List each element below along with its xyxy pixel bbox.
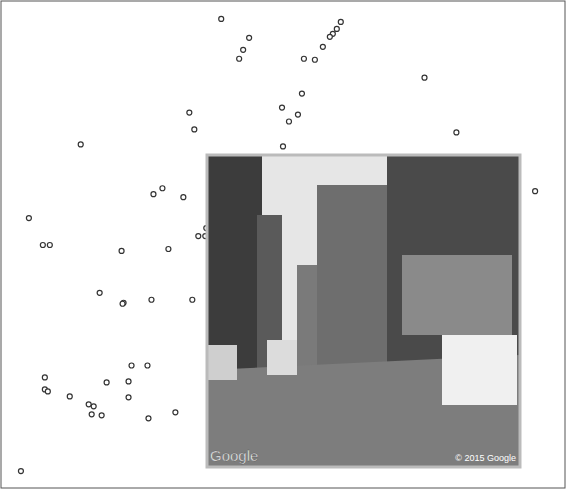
- point: [192, 127, 197, 132]
- window-band: [402, 255, 512, 335]
- point: [320, 44, 325, 49]
- logo: Google: [210, 447, 258, 464]
- point: [120, 301, 125, 306]
- point: [241, 47, 246, 52]
- building: [207, 155, 262, 385]
- inset-border: [207, 155, 520, 467]
- point: [454, 130, 459, 135]
- point: [281, 144, 286, 149]
- point: [190, 297, 195, 302]
- point: [149, 297, 154, 302]
- point: [280, 105, 285, 110]
- point: [89, 412, 94, 417]
- point: [40, 242, 45, 247]
- point: [145, 363, 150, 368]
- sky: [207, 155, 520, 467]
- point: [196, 234, 201, 239]
- point: [334, 26, 339, 31]
- point: [295, 112, 300, 117]
- point: [338, 19, 343, 24]
- truck: [267, 340, 297, 375]
- plot-frame: [1, 1, 565, 488]
- point: [42, 375, 47, 380]
- bus: [442, 335, 517, 405]
- point: [166, 246, 171, 251]
- point: [219, 16, 224, 21]
- point: [129, 363, 134, 368]
- point: [237, 56, 242, 61]
- point: [327, 34, 332, 39]
- point: [119, 248, 124, 253]
- point: [286, 119, 291, 124]
- point: [181, 195, 186, 200]
- point: [45, 389, 50, 394]
- point: [78, 142, 83, 147]
- point: [67, 394, 72, 399]
- chart: Google © 2015 Google: [0, 0, 566, 489]
- point: [26, 216, 31, 221]
- points: [18, 16, 537, 473]
- point: [187, 110, 192, 115]
- point: [99, 413, 104, 418]
- point: [126, 395, 131, 400]
- point: [97, 290, 102, 295]
- building: [317, 185, 387, 380]
- point: [173, 410, 178, 415]
- street-view-inset: Google © 2015 Google: [207, 155, 520, 467]
- point: [126, 379, 131, 384]
- point: [160, 186, 165, 191]
- point: [151, 192, 156, 197]
- point: [422, 75, 427, 80]
- point: [301, 56, 306, 61]
- point: [146, 416, 151, 421]
- van: [207, 345, 237, 380]
- point: [533, 189, 538, 194]
- point: [247, 35, 252, 40]
- point: [104, 380, 109, 385]
- point: [86, 402, 91, 407]
- point: [47, 242, 52, 247]
- copyright: © 2015 Google: [455, 453, 516, 463]
- point: [312, 57, 317, 62]
- photo: [207, 155, 520, 467]
- point: [91, 404, 96, 409]
- point: [121, 300, 126, 305]
- building: [387, 155, 520, 365]
- point: [18, 469, 23, 474]
- point: [299, 91, 304, 96]
